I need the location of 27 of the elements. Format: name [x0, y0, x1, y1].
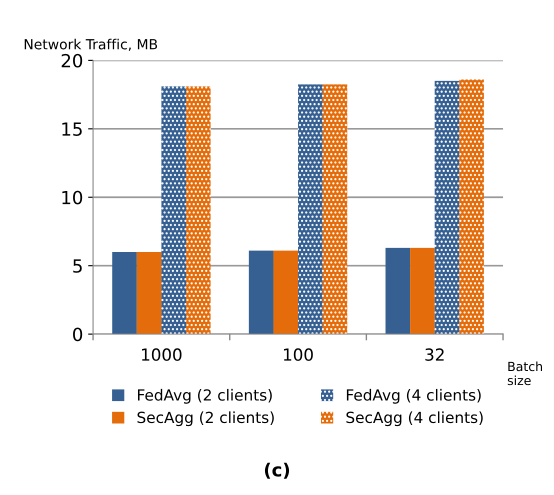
bar: [322, 84, 348, 334]
bar: [186, 86, 211, 334]
y-tick-label: 0: [73, 328, 82, 342]
y-tick-label: 20: [62, 54, 82, 68]
x-axis-title: Batch size: [508, 362, 542, 386]
bar: [386, 248, 410, 334]
legend-label: FedAvg (4 clients): [346, 388, 481, 404]
legend-label: FedAvg (2 clients): [138, 388, 272, 404]
bar: [273, 250, 298, 334]
bar: [298, 84, 323, 334]
legend-label: SecAgg (2 clients): [138, 411, 274, 426]
legend-label: SecAgg (4 clients): [346, 411, 483, 426]
bar: [410, 248, 435, 334]
x-tick-label: 1000: [142, 348, 182, 361]
y-axis-title: Network Traffic, MB: [24, 38, 158, 51]
y-tick-label: 10: [62, 190, 82, 204]
bar: [434, 80, 460, 334]
x-tick-label: 100: [284, 348, 313, 361]
y-tick-label: 5: [73, 259, 82, 273]
bar: [248, 250, 274, 334]
bar: [136, 252, 162, 334]
bar: [459, 80, 484, 334]
y-tick-label: 15: [62, 122, 82, 136]
bar: [112, 252, 137, 334]
text: (c): [264, 462, 290, 479]
bar: [161, 86, 186, 334]
x-tick-label: 32: [425, 348, 444, 361]
